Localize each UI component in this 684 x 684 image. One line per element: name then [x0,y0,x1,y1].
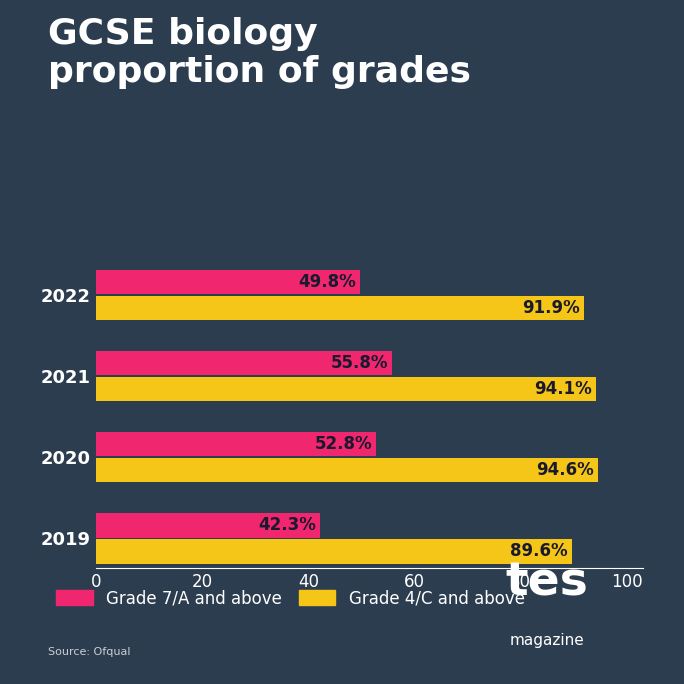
Text: 55.8%: 55.8% [330,354,388,372]
Text: 49.8%: 49.8% [298,273,356,291]
Bar [96,269,360,294]
Bar [96,432,376,456]
Text: magazine: magazine [510,633,585,648]
Text: 52.8%: 52.8% [315,435,372,453]
Bar [96,377,596,402]
Text: 94.1%: 94.1% [534,380,592,398]
Bar [96,458,598,482]
Text: tes: tes [505,560,589,605]
Text: 91.9%: 91.9% [522,299,580,317]
Bar [96,295,584,320]
Text: 89.6%: 89.6% [510,542,568,560]
Bar [96,513,321,538]
Text: 94.6%: 94.6% [536,461,594,479]
Text: 42.3%: 42.3% [259,516,316,534]
Text: Source: Ofqual: Source: Ofqual [48,646,131,657]
Legend: Grade 7/A and above, Grade 4/C and above: Grade 7/A and above, Grade 4/C and above [56,590,525,607]
Bar [96,351,392,376]
Text: GCSE biology
proportion of grades: GCSE biology proportion of grades [48,17,471,89]
Bar [96,539,572,564]
